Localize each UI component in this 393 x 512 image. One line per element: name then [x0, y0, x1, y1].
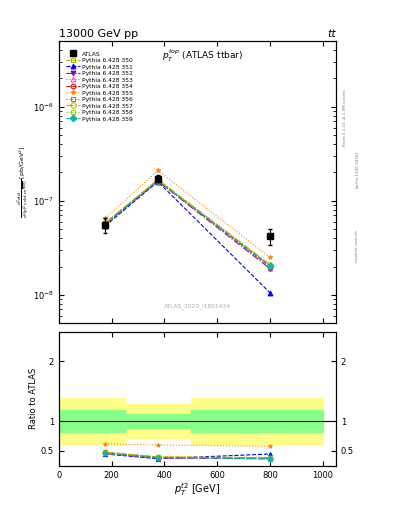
Pythia 6.428 351	[268, 290, 272, 296]
Line: Pythia 6.428 356: Pythia 6.428 356	[103, 178, 272, 268]
Text: [arXiv:1306.3436]: [arXiv:1306.3436]	[355, 151, 359, 187]
Pythia 6.428 358	[156, 177, 160, 183]
Pythia 6.428 351	[156, 179, 160, 185]
Line: Pythia 6.428 353: Pythia 6.428 353	[103, 178, 272, 270]
Pythia 6.428 359	[156, 178, 160, 184]
Pythia 6.428 356	[268, 263, 272, 269]
Line: Pythia 6.428 358: Pythia 6.428 358	[103, 178, 272, 268]
Line: Pythia 6.428 350: Pythia 6.428 350	[103, 178, 272, 268]
Pythia 6.428 352	[268, 266, 272, 272]
Pythia 6.428 352	[103, 221, 108, 227]
Pythia 6.428 354	[103, 221, 108, 227]
X-axis label: $p_T^{t2}$ [GeV]: $p_T^{t2}$ [GeV]	[174, 481, 220, 498]
Pythia 6.428 350	[268, 263, 272, 269]
Line: Pythia 6.428 352: Pythia 6.428 352	[103, 179, 272, 271]
Pythia 6.428 357	[268, 262, 272, 268]
Line: Pythia 6.428 355: Pythia 6.428 355	[103, 168, 272, 260]
Line: Pythia 6.428 357: Pythia 6.428 357	[103, 177, 272, 267]
Pythia 6.428 350	[103, 220, 108, 226]
Pythia 6.428 357	[103, 220, 108, 226]
Line: Pythia 6.428 351: Pythia 6.428 351	[103, 179, 272, 295]
Text: Rivet 3.1.10, ≥ 1.9M events: Rivet 3.1.10, ≥ 1.9M events	[343, 89, 347, 146]
Pythia 6.428 353	[268, 265, 272, 271]
Pythia 6.428 351	[103, 223, 108, 229]
Y-axis label: Ratio to ATLAS: Ratio to ATLAS	[29, 368, 38, 430]
Text: tt: tt	[327, 29, 336, 39]
Pythia 6.428 359	[103, 221, 108, 227]
Line: Pythia 6.428 359: Pythia 6.428 359	[103, 178, 272, 269]
Pythia 6.428 354	[268, 264, 272, 270]
Pythia 6.428 355	[103, 216, 108, 222]
Pythia 6.428 355	[156, 167, 160, 174]
Pythia 6.428 358	[103, 221, 108, 227]
Pythia 6.428 355	[268, 254, 272, 261]
Legend: ATLAS, Pythia 6.428 350, Pythia 6.428 351, Pythia 6.428 352, Pythia 6.428 353, P: ATLAS, Pythia 6.428 350, Pythia 6.428 35…	[65, 50, 135, 123]
Pythia 6.428 353	[103, 221, 108, 227]
Pythia 6.428 356	[156, 177, 160, 183]
Pythia 6.428 357	[156, 177, 160, 183]
Text: 13000 GeV pp: 13000 GeV pp	[59, 29, 138, 39]
Pythia 6.428 356	[103, 220, 108, 226]
Pythia 6.428 353	[156, 178, 160, 184]
Y-axis label: $\frac{d^2\sigma\mathrm{id}}{d^2(p_T^{t2}\,\mathrm{cdot}\,m\,^{\overline{\mathrm: $\frac{d^2\sigma\mathrm{id}}{d^2(p_T^{t2…	[15, 146, 32, 218]
Line: Pythia 6.428 354: Pythia 6.428 354	[103, 178, 272, 269]
Pythia 6.428 359	[268, 263, 272, 269]
Pythia 6.428 350	[156, 177, 160, 183]
Text: mcplots.cern.ch: mcplots.cern.ch	[355, 229, 359, 262]
Text: $p_T^{top}$ (ATLAS ttbar): $p_T^{top}$ (ATLAS ttbar)	[162, 48, 244, 65]
Pythia 6.428 352	[156, 178, 160, 184]
Text: ATLAS_2020_I1801434: ATLAS_2020_I1801434	[164, 304, 231, 309]
Pythia 6.428 354	[156, 178, 160, 184]
Pythia 6.428 358	[268, 263, 272, 269]
